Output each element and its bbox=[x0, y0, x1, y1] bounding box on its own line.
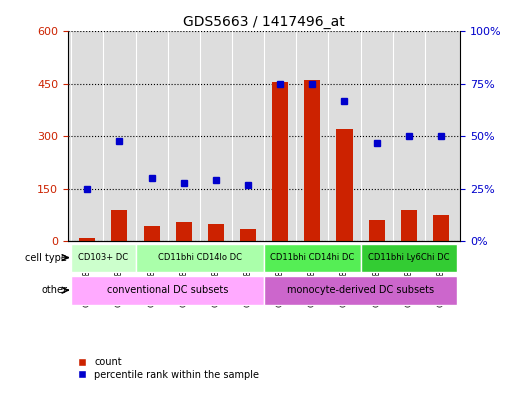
Bar bbox=[304, 81, 321, 241]
FancyBboxPatch shape bbox=[135, 244, 264, 272]
FancyBboxPatch shape bbox=[264, 276, 457, 305]
Bar bbox=[336, 129, 353, 241]
Bar bbox=[111, 210, 128, 241]
Text: CD11bhi Ly6Chi DC: CD11bhi Ly6Chi DC bbox=[368, 253, 450, 262]
Bar bbox=[143, 226, 160, 241]
Text: CD11bhi CD14lo DC: CD11bhi CD14lo DC bbox=[158, 253, 242, 262]
Bar bbox=[401, 210, 417, 241]
FancyBboxPatch shape bbox=[264, 244, 360, 272]
Title: GDS5663 / 1417496_at: GDS5663 / 1417496_at bbox=[183, 15, 345, 29]
Bar bbox=[433, 215, 449, 241]
FancyBboxPatch shape bbox=[71, 244, 135, 272]
Bar bbox=[176, 222, 192, 241]
Text: CD11bhi CD14hi DC: CD11bhi CD14hi DC bbox=[270, 253, 355, 262]
FancyBboxPatch shape bbox=[71, 276, 264, 305]
FancyBboxPatch shape bbox=[360, 244, 457, 272]
Bar bbox=[79, 239, 95, 241]
Text: conventional DC subsets: conventional DC subsets bbox=[107, 285, 229, 295]
Legend: count, percentile rank within the sample: count, percentile rank within the sample bbox=[73, 354, 263, 384]
Text: monocyte-derived DC subsets: monocyte-derived DC subsets bbox=[287, 285, 434, 295]
Text: CD103+ DC: CD103+ DC bbox=[78, 253, 129, 262]
Bar bbox=[369, 220, 385, 241]
Bar bbox=[240, 229, 256, 241]
Text: cell type: cell type bbox=[26, 253, 67, 263]
Text: other: other bbox=[41, 285, 67, 295]
Bar bbox=[208, 224, 224, 241]
Bar bbox=[272, 82, 288, 241]
